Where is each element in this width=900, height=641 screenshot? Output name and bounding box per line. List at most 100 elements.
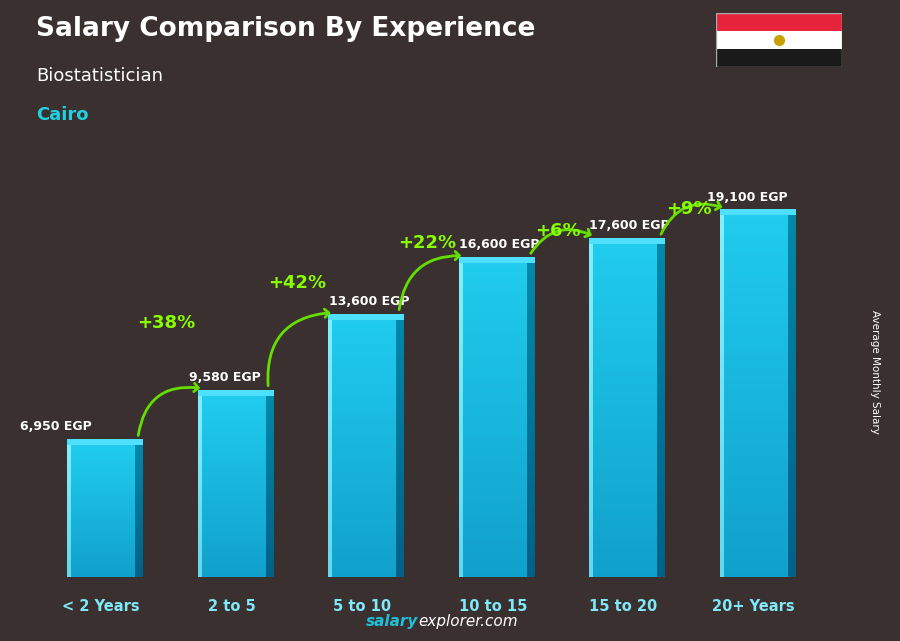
Bar [657, 338, 665, 344]
Bar [135, 509, 143, 511]
Bar [328, 457, 332, 461]
Bar [68, 511, 135, 513]
Bar [328, 319, 332, 324]
Bar [720, 288, 788, 294]
Bar [328, 556, 332, 560]
Bar [720, 462, 724, 469]
Bar [396, 517, 404, 521]
Bar [590, 372, 657, 377]
Bar [198, 438, 202, 441]
Bar [135, 461, 143, 463]
Bar [328, 504, 332, 508]
Bar [788, 408, 796, 414]
Bar [68, 557, 71, 560]
Bar [526, 524, 535, 529]
Bar [590, 533, 657, 538]
Bar [590, 533, 593, 538]
Bar [328, 401, 396, 405]
Bar [198, 562, 266, 565]
Bar [68, 518, 71, 520]
Bar [590, 538, 657, 544]
Bar [590, 360, 657, 366]
Bar [459, 320, 526, 326]
Bar [657, 383, 665, 388]
Bar [657, 249, 665, 255]
Bar [788, 360, 796, 366]
Bar [328, 388, 396, 392]
Bar [459, 420, 463, 425]
Bar [266, 423, 274, 426]
Bar [459, 263, 526, 268]
Bar [266, 510, 274, 513]
Bar [526, 378, 535, 383]
Bar [328, 358, 396, 362]
Bar [590, 554, 657, 560]
Bar [135, 447, 143, 450]
Bar [198, 438, 266, 441]
Bar [328, 341, 332, 345]
Bar [396, 508, 404, 513]
Bar [135, 526, 143, 529]
Text: +9%: +9% [666, 200, 711, 219]
Bar [590, 494, 593, 499]
Bar [459, 383, 526, 388]
Bar [459, 383, 463, 388]
Bar [396, 526, 404, 529]
Bar [198, 465, 202, 468]
Bar [198, 462, 266, 465]
Bar [788, 396, 796, 402]
Bar [198, 498, 202, 501]
Bar [720, 481, 788, 487]
Bar [657, 299, 665, 305]
Bar [657, 244, 665, 249]
Bar [266, 399, 274, 402]
Bar [526, 415, 535, 420]
Bar [198, 522, 202, 526]
Bar [788, 565, 796, 571]
Bar [788, 294, 796, 300]
Bar [68, 544, 71, 546]
Bar [328, 461, 396, 465]
Bar [720, 504, 788, 511]
Bar [328, 333, 332, 337]
Bar [198, 453, 202, 456]
Bar [459, 284, 526, 289]
Bar [68, 492, 135, 494]
Bar [720, 281, 724, 288]
Bar [328, 542, 332, 547]
Bar [526, 493, 535, 498]
Bar [135, 553, 143, 555]
Text: +22%: +22% [399, 234, 456, 252]
Bar [459, 519, 526, 524]
Bar [396, 569, 404, 572]
Bar [396, 422, 404, 427]
Bar [459, 504, 526, 509]
Bar [328, 358, 332, 362]
Bar [590, 410, 657, 416]
Bar [68, 440, 143, 445]
Bar [590, 516, 657, 521]
Bar [590, 310, 657, 316]
Bar [788, 487, 796, 492]
Bar [266, 453, 274, 456]
Bar [788, 481, 796, 487]
Bar [266, 574, 274, 577]
Text: 10 to 15: 10 to 15 [459, 599, 526, 614]
Bar [68, 467, 135, 469]
Bar [328, 508, 396, 513]
Bar [328, 397, 332, 401]
Bar [526, 383, 535, 388]
Bar [788, 426, 796, 432]
Bar [526, 372, 535, 378]
Text: 9,580 EGP: 9,580 EGP [189, 370, 261, 384]
Bar [526, 399, 535, 404]
Bar [590, 249, 657, 255]
Bar [198, 432, 266, 435]
Bar [396, 556, 404, 560]
Bar [266, 571, 274, 574]
Bar [135, 498, 143, 500]
Bar [198, 471, 266, 474]
Bar [788, 246, 796, 251]
Bar [590, 288, 593, 294]
Bar [68, 500, 135, 503]
